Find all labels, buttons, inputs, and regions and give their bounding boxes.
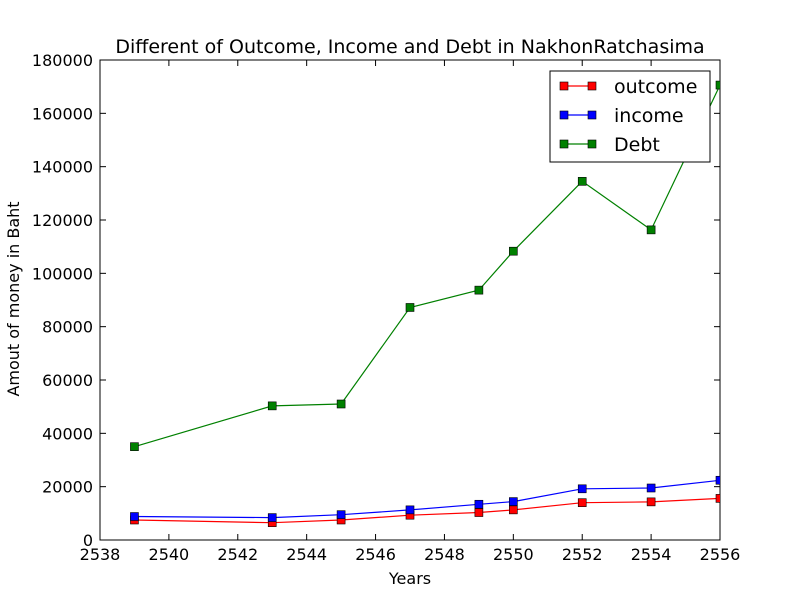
x-axis-title: Years: [388, 569, 431, 588]
legend-marker-income: [587, 110, 597, 120]
x-tick-label: 2554: [631, 545, 672, 564]
series-line-outcome: [134, 497, 720, 524]
data-point-debt: [130, 442, 139, 451]
y-tick-label: 60000: [42, 371, 93, 390]
x-tick-label: 2556: [700, 545, 741, 564]
legend-marker-outcome: [587, 81, 597, 91]
data-point-debt: [267, 401, 277, 411]
legend-marker-outcome: [559, 81, 569, 91]
x-tick-label: 2542: [217, 545, 258, 564]
y-tick-label: 140000: [32, 158, 93, 177]
data-point-outcome: [577, 498, 587, 507]
data-point-outcome: [715, 494, 720, 503]
legend-label-outcome: outcome: [614, 76, 697, 98]
x-tick-label: 2550: [493, 545, 534, 564]
y-tick-label: 180000: [32, 51, 93, 70]
axes-frame: [99, 59, 721, 541]
series-layer: [130, 80, 720, 527]
legend-marker-debt: [587, 139, 597, 149]
chart-title: Different of Outcome, Income and Debt in…: [115, 36, 704, 58]
y-tick-label: 20000: [42, 478, 93, 497]
data-point-income: [474, 499, 484, 509]
data-point-income: [577, 484, 587, 494]
y-tick-label: 80000: [42, 318, 93, 337]
x-tick-label: 2538: [80, 545, 121, 564]
data-point-debt: [646, 225, 656, 235]
data-point-outcome: [509, 505, 518, 515]
x-tick-label: 2540: [149, 545, 190, 564]
data-point-debt: [509, 246, 518, 256]
x-tick-label: 2546: [355, 545, 396, 564]
y-tick-label: 100000: [32, 264, 93, 283]
data-point-debt: [474, 285, 484, 295]
data-point-debt: [336, 399, 346, 409]
plot-area: 2538 2540 2542 2544 2546 2548 2550 2552 2554 2556…: [32, 51, 740, 564]
data-point-debt: [405, 303, 415, 312]
data-point-income: [715, 475, 720, 485]
data-point-outcome: [474, 508, 484, 517]
y-axis-title: Amout of money in Baht: [4, 201, 23, 396]
legend: outcome income Debt: [549, 70, 711, 163]
data-point-outcome: [646, 497, 656, 507]
series-line-income: [134, 479, 720, 519]
legend-label-income: income: [614, 105, 684, 127]
y-tick-label: 160000: [32, 104, 93, 123]
x-tick-label: 2544: [286, 545, 327, 564]
data-point-income: [130, 512, 139, 521]
data-point-income: [646, 483, 656, 493]
data-point-debt: [715, 80, 720, 90]
legend-marker-debt: [559, 139, 569, 149]
x-tick-label: 2548: [424, 545, 465, 564]
data-point-income: [336, 510, 346, 519]
data-point-debt: [577, 177, 587, 186]
legend-label-debt: Debt: [614, 134, 660, 156]
data-point-income: [509, 497, 518, 506]
x-tick-label: 2552: [562, 545, 603, 564]
legend-marker-income: [559, 110, 569, 120]
y-tick-label: 120000: [32, 211, 93, 230]
y-tick-label: 40000: [42, 424, 93, 443]
data-point-income: [267, 513, 277, 522]
data-point-income: [405, 505, 415, 515]
y-tick-label: 0: [83, 531, 93, 550]
